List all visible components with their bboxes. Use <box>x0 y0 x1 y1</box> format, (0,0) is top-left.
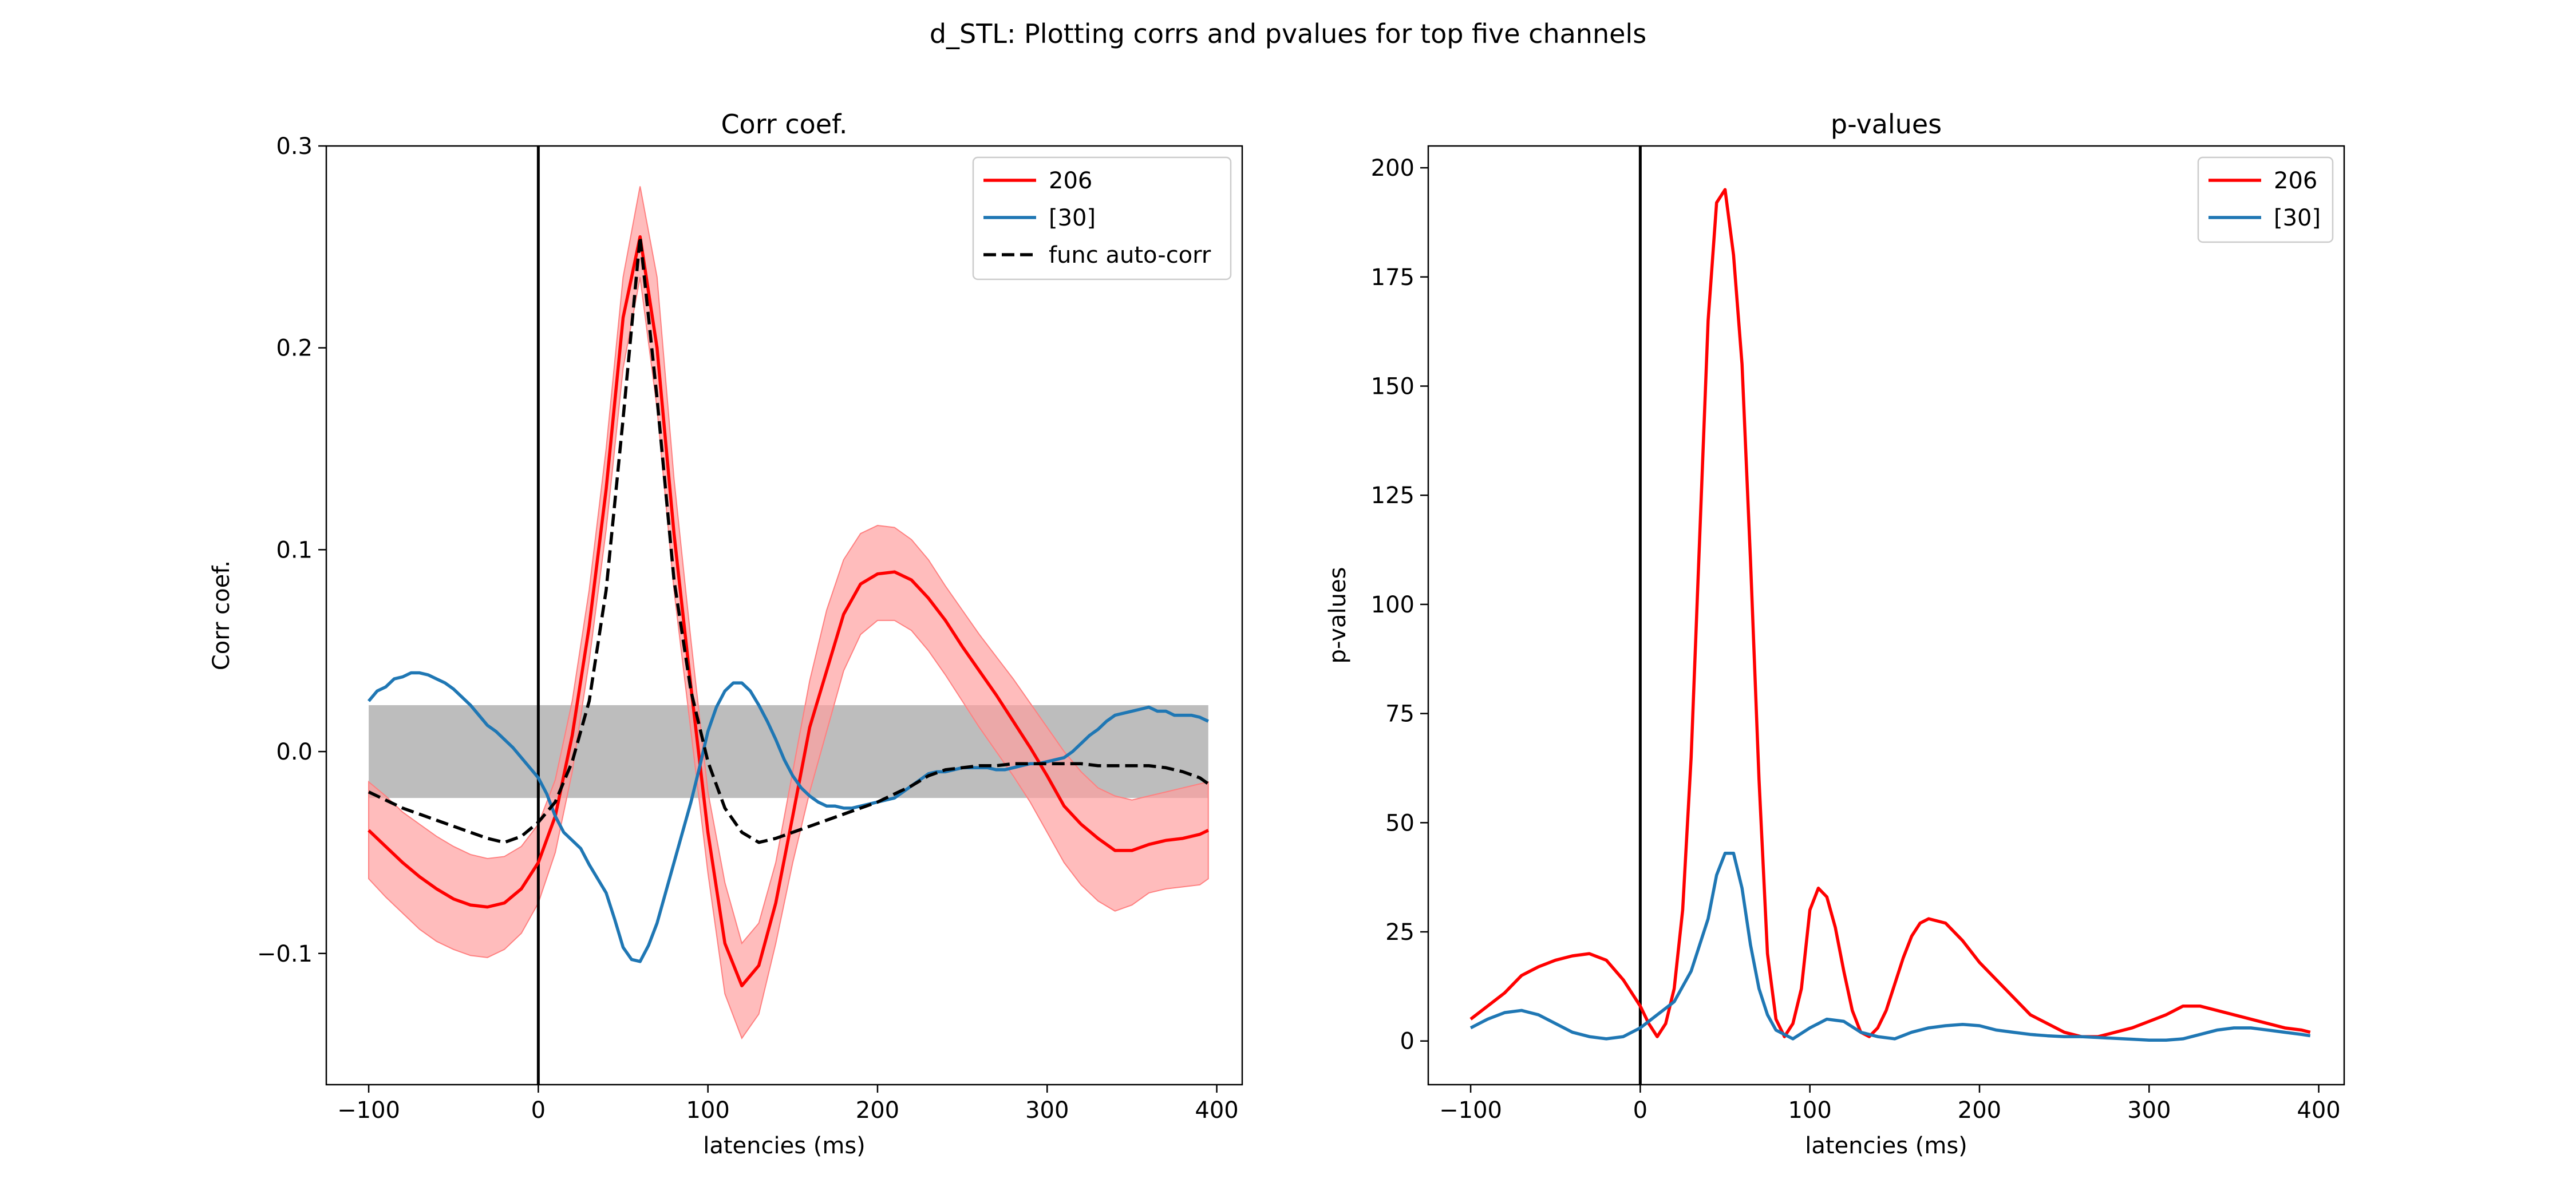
corr-coef-ytick-label: 0.2 <box>276 335 313 362</box>
corr-coef-legend-label: [30] <box>1049 205 1096 231</box>
corr-coef-legend-label: 206 <box>1049 168 1092 194</box>
corr-coef-series-line-2 <box>367 671 1209 963</box>
p-values-xtick-label: −100 <box>1439 1097 1502 1124</box>
corr-coef-xtick-label: 300 <box>1025 1097 1069 1124</box>
corr-coef-band-confidence <box>368 186 1209 1039</box>
figure-suptitle: d_STL: Plotting corrs and pvalues for to… <box>930 18 1646 49</box>
p-values-xtick-label: 300 <box>2127 1097 2171 1124</box>
p-values-ytick-label: 200 <box>1371 155 1415 181</box>
p-values-xtick-label: 0 <box>1633 1097 1647 1124</box>
p-values-series-line-2 <box>1469 851 2311 1042</box>
corr-coef-legend-label: func auto-corr <box>1049 242 1211 268</box>
p-values-xtick-label: 100 <box>1788 1097 1831 1124</box>
corr-coef-series-line-1 <box>368 235 1209 987</box>
p-values-ytick-label: 75 <box>1385 701 1415 727</box>
corr-coef-legend: 206 [30] func auto-corr <box>972 156 1232 280</box>
corr-coef-ytick-label: 0.1 <box>276 537 313 563</box>
corr-coef-plot-area <box>367 146 1210 1085</box>
p-values-legend: 206 [30] <box>2197 156 2334 243</box>
p-values-ytick-label: 125 <box>1371 483 1415 509</box>
corr-coef-xtick-label: 0 <box>531 1097 546 1124</box>
p-values-series-line-1 <box>1469 188 2311 1038</box>
corr-coef-xtick-label: 400 <box>1195 1097 1238 1124</box>
p-values-ylabel: p-values <box>1325 567 1351 664</box>
corr-coef-xtick-label: −100 <box>337 1097 400 1124</box>
p-values-legend-label: [30] <box>2274 205 2321 231</box>
corr-coef-xtick-label: 200 <box>856 1097 899 1124</box>
corr-coef-panel: −100 0 100 200 300 400 −0.1 0.0 0.1 0.2 0.3 Corr co… <box>208 109 1243 1159</box>
corr-coef-legend-box <box>972 156 1232 280</box>
p-values-panel: −100 0 100 200 300 400 0 25 50 75 100 125 150 175 200 p… <box>1325 109 2345 1159</box>
corr-coef-ytick-label: −0.1 <box>257 941 313 967</box>
corr-coef-xtick-label: 100 <box>686 1097 729 1124</box>
p-values-title: p-values <box>1831 109 1942 140</box>
corr-coef-ytick-label: 0.3 <box>276 133 313 160</box>
p-values-legend-box <box>2197 156 2334 243</box>
p-values-legend-label: 206 <box>2274 168 2317 194</box>
corr-coef-ylabel: Corr coef. <box>208 560 235 670</box>
p-values-ytick-label: 150 <box>1371 374 1415 400</box>
corr-coef-axes-frame <box>325 145 1243 1086</box>
p-values-xtick-label: 200 <box>1958 1097 2001 1124</box>
p-values-ytick-label: 0 <box>1400 1029 1415 1055</box>
corr-coef-xlabel: latencies (ms) <box>703 1133 866 1159</box>
corr-coef-title: Corr coef. <box>721 109 847 140</box>
p-values-ytick-label: 175 <box>1371 264 1415 291</box>
p-values-axes-frame <box>1427 145 2345 1086</box>
p-values-xtick-label: 400 <box>2297 1097 2340 1124</box>
p-values-plot-area <box>1469 146 2311 1085</box>
p-values-xlabel: latencies (ms) <box>1805 1133 1967 1159</box>
p-values-ytick-label: 25 <box>1385 919 1415 946</box>
corr-coef-ytick-label: 0.0 <box>276 739 313 765</box>
corr-coef-series-line-3 <box>368 235 1210 844</box>
p-values-ytick-label: 100 <box>1371 592 1415 618</box>
p-values-ytick-label: 50 <box>1385 810 1415 836</box>
